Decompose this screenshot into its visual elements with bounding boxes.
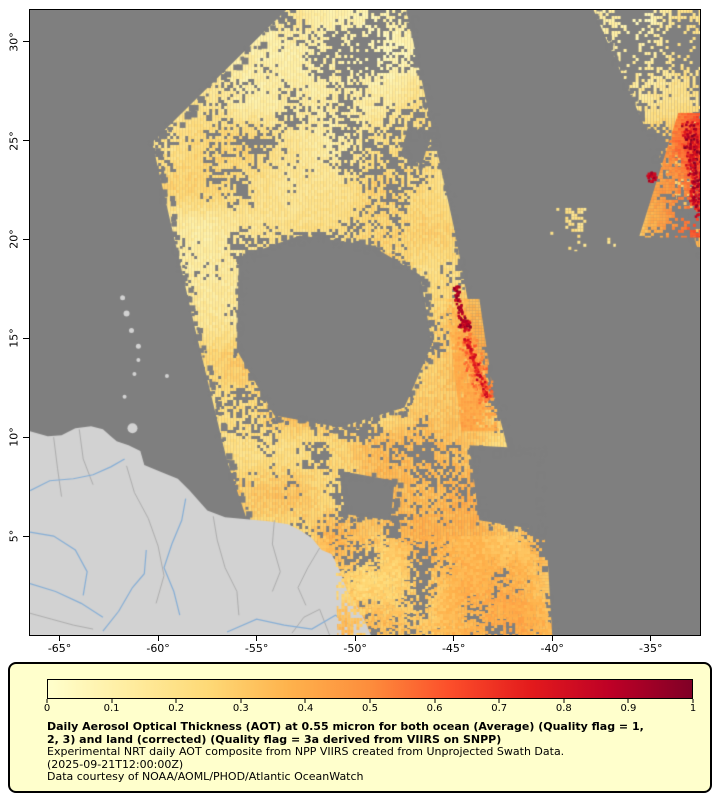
colorbar-tick-mark: [369, 699, 371, 703]
x-tick-label: -50°: [343, 642, 367, 655]
colorbar-tick-label: 0.1: [103, 703, 120, 714]
colorbar-tick-label: 1: [689, 703, 697, 714]
colorbar-tick-label: 0.6: [426, 703, 443, 714]
caption-title-line1: Daily Aerosol Optical Thickness (AOT) at…: [47, 720, 644, 733]
y-tick-label: 30°: [7, 31, 21, 52]
colorbar-tick-mark: [563, 699, 565, 703]
x-tick-label: -55°: [244, 642, 269, 655]
colorbar-tick-label: 0: [43, 703, 51, 714]
caption-timestamp: (2025-09-21T12:00:00Z): [47, 757, 184, 771]
x-tick-label: -65°: [47, 642, 72, 655]
colorbar-tick-mark: [175, 699, 177, 703]
colorbar-tick-mark: [304, 699, 306, 703]
y-tick-label: 20°: [7, 229, 21, 250]
caption-credit: Data courtesy of NOAA/AOML/PHOD/Atlantic…: [47, 770, 364, 783]
colorbar-tick-mark: [627, 699, 629, 703]
x-tick-label: -60°: [146, 642, 170, 655]
colorbar-tick-label: 0.9: [620, 703, 637, 714]
x-tick-mark: [157, 636, 159, 641]
x-tick-mark: [354, 636, 356, 641]
y-tick-label: 10°: [7, 427, 21, 447]
colorbar-tick-mark: [692, 699, 694, 703]
x-tick-mark: [256, 636, 258, 641]
x-tick-mark: [650, 636, 652, 641]
map-frame: [29, 9, 701, 636]
colorbar-tick-mark: [240, 699, 242, 703]
colorbar: [47, 679, 693, 699]
colorbar-ticks: 0 0.1 0.2 0.3 0.4 0.5 0.6 0.7 0.8 0.9 1: [43, 699, 697, 717]
legend-box: 0 0.1 0.2 0.3 0.4 0.5 0.6 0.7 0.8 0.9 1 Daily Aero…: [8, 662, 712, 793]
caption-description: Experimental NRT daily AOT composite fro…: [47, 745, 565, 758]
caption: Daily Aerosol Optical Thickness (AOT) at…: [47, 720, 694, 784]
colorbar-tick-label: 0.7: [491, 703, 508, 714]
colorbar-tick-label: 0.3: [232, 703, 249, 714]
x-tick-label: -35°: [639, 642, 663, 655]
x-tick-mark: [453, 636, 455, 641]
y-tick-label: 15°: [7, 328, 21, 349]
colorbar-tick-mark: [46, 699, 48, 703]
x-tick-label: -45°: [441, 642, 466, 655]
colorbar-tick-label: 0.2: [168, 703, 185, 714]
x-tick-label: -40°: [540, 642, 564, 655]
colorbar-tick-mark: [434, 699, 436, 703]
colorbar-tick-label: 0.8: [555, 703, 572, 714]
colorbar-tick-label: 0.4: [297, 703, 314, 714]
caption-title-line2: 2, 3) and land (corrected) (Quality flag…: [47, 732, 502, 746]
x-tick-mark: [551, 636, 553, 641]
y-tick-label: 5°: [7, 529, 21, 543]
aot-map-canvas: [30, 10, 700, 635]
x-tick-mark: [59, 636, 61, 641]
colorbar-tick-label: 0.5: [362, 703, 378, 714]
y-tick-label: 25°: [7, 130, 21, 151]
colorbar-tick-mark: [111, 699, 113, 703]
colorbar-tick-mark: [498, 699, 500, 703]
